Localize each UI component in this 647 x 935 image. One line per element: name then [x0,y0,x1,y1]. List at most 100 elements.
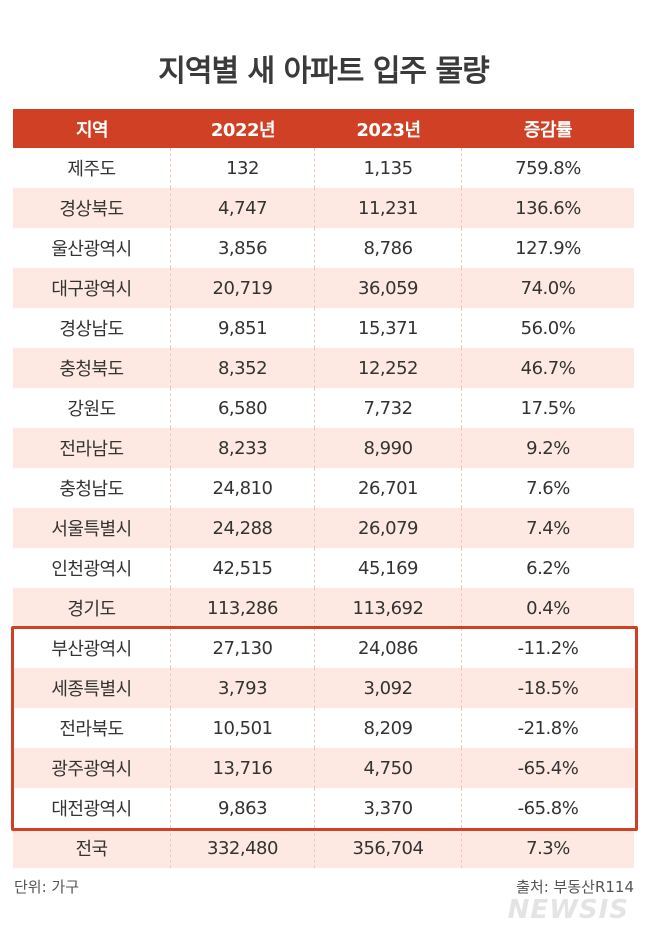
cell-value-2023: 7,732 [315,388,462,428]
table-row: 충청남도 24,810 26,701 7.6% [13,468,634,508]
cell-region: 대전광역시 [13,788,171,828]
table-header: 지역 2022년 2023년 증감률 [13,109,634,148]
page-title: 지역별 새 아파트 입주 물량 [158,54,489,89]
cell-value-2023: 356,704 [315,828,462,868]
cell-value-2022: 3,793 [171,668,315,708]
cell-value-2023: 3,092 [315,668,462,708]
cell-change-rate: 9.2% [526,437,570,459]
header-region: 지역 [75,119,109,141]
cell-value-2022: 8,233 [171,428,315,468]
cell-region: 서울특별시 [13,508,171,548]
cell-region: 강원도 [13,388,171,428]
cell-change-rate: 0.4% [526,597,570,619]
cell-value-2022: 6,580 [171,388,315,428]
table-row: 전라남도 8,233 8,990 9.2% [13,428,634,468]
cell-region: 전라남도 [13,428,171,468]
cell-value-2023: 45,169 [315,548,462,588]
cell-value-2022: 27,130 [171,628,315,668]
cell-value-2022: 13,716 [171,748,315,788]
cell-region: 충청남도 [13,468,171,508]
cell-value-2022: 4,747 [171,188,315,228]
cell-value-2023: 11,231 [315,188,462,228]
table-row: 전라북도 10,501 8,209 -21.8% [13,708,634,748]
cell-region: 광주광역시 [13,748,171,788]
header-change-rate: 증감률 [523,119,573,141]
table-row: 경상북도 4,747 11,231 136.6% [13,188,634,228]
cell-value-2022: 9,851 [171,308,315,348]
table-row: 대전광역시 9,863 3,370 -65.8% [13,788,634,828]
cell-region: 경기도 [13,588,171,628]
table-row: 인천광역시 42,515 45,169 6.2% [13,548,634,588]
data-table: 지역 2022년 2023년 증감률 제주도 132 1,135 759.8% 경상북도… [13,109,634,868]
cell-value-2022: 20,719 [171,268,315,308]
newsis-logo: NEWSIS [507,895,629,925]
cell-value-2023: 26,079 [315,508,462,548]
cell-region: 경상남도 [13,308,171,348]
table-row: 세종특별시 3,793 3,092 -18.5% [13,668,634,708]
cell-region: 경상북도 [13,188,171,228]
table-row: 경기도 113,286 113,692 0.4% [13,588,634,628]
cell-value-2023: 26,701 [315,468,462,508]
cell-change-rate: -21.8% [517,717,579,739]
cell-value-2023: 1,135 [315,148,462,188]
table-row-total: 전국 332,480 356,704 7.3% [13,828,634,868]
cell-change-rate: 759.8% [515,157,581,179]
table-row: 대구광역시 20,719 36,059 74.0% [13,268,634,308]
cell-value-2022: 132 [171,148,315,188]
cell-region: 충청북도 [13,348,171,388]
cell-region: 인천광역시 [13,548,171,588]
cell-change-rate: -18.5% [517,677,579,699]
cell-region: 제주도 [13,148,171,188]
cell-value-2022: 9,863 [171,788,315,828]
cell-region: 전국 [13,828,171,868]
table-row: 부산광역시 27,130 24,086 -11.2% [13,628,634,668]
cell-change-rate: 56.0% [520,317,576,339]
cell-value-2023: 24,086 [315,628,462,668]
cell-region: 세종특별시 [13,668,171,708]
cell-change-rate: 74.0% [520,277,576,299]
cell-change-rate: -65.4% [517,757,579,779]
cell-change-rate: 136.6% [515,197,581,219]
cell-change-rate: 7.6% [526,477,570,499]
cell-value-2022: 42,515 [171,548,315,588]
cell-value-2022: 8,352 [171,348,315,388]
cell-value-2023: 36,059 [315,268,462,308]
cell-value-2023: 113,692 [315,588,462,628]
cell-region: 전라북도 [13,708,171,748]
cell-value-2023: 8,209 [315,708,462,748]
table-row: 강원도 6,580 7,732 17.5% [13,388,634,428]
cell-change-rate: 7.4% [526,517,570,539]
cell-change-rate: 127.9% [515,237,581,259]
cell-change-rate: -65.8% [517,797,579,819]
cell-value-2023: 15,371 [315,308,462,348]
cell-value-2022: 3,856 [171,228,315,268]
table-row: 충청북도 8,352 12,252 46.7% [13,348,634,388]
table-row: 경상남도 9,851 15,371 56.0% [13,308,634,348]
cell-value-2023: 8,786 [315,228,462,268]
cell-change-rate: 17.5% [520,397,576,419]
cell-value-2023: 8,990 [315,428,462,468]
cell-region: 울산광역시 [13,228,171,268]
cell-value-2023: 12,252 [315,348,462,388]
cell-value-2022: 24,810 [171,468,315,508]
header-2022: 2022년 [210,119,276,141]
cell-value-2023: 4,750 [315,748,462,788]
header-2023: 2023년 [356,119,421,141]
unit-note: 단위: 가구 [14,878,80,896]
cell-value-2022: 10,501 [171,708,315,748]
cell-value-2022: 332,480 [171,828,315,868]
table-row: 제주도 132 1,135 759.8% [13,148,634,188]
source-note: 출처: 부동산R114 [516,878,634,896]
cell-change-rate: 6.2% [526,557,570,579]
table-row: 서울특별시 24,288 26,079 7.4% [13,508,634,548]
cell-value-2022: 24,288 [171,508,315,548]
cell-value-2022: 113,286 [171,588,315,628]
table-row: 광주광역시 13,716 4,750 -65.4% [13,748,634,788]
cell-change-rate: 7.3% [526,837,570,859]
cell-value-2023: 3,370 [315,788,462,828]
cell-change-rate: -11.2% [517,637,579,659]
table-row: 울산광역시 3,856 8,786 127.9% [13,228,634,268]
cell-change-rate: 46.7% [520,357,576,379]
cell-region: 대구광역시 [13,268,171,308]
cell-region: 부산광역시 [13,628,171,668]
